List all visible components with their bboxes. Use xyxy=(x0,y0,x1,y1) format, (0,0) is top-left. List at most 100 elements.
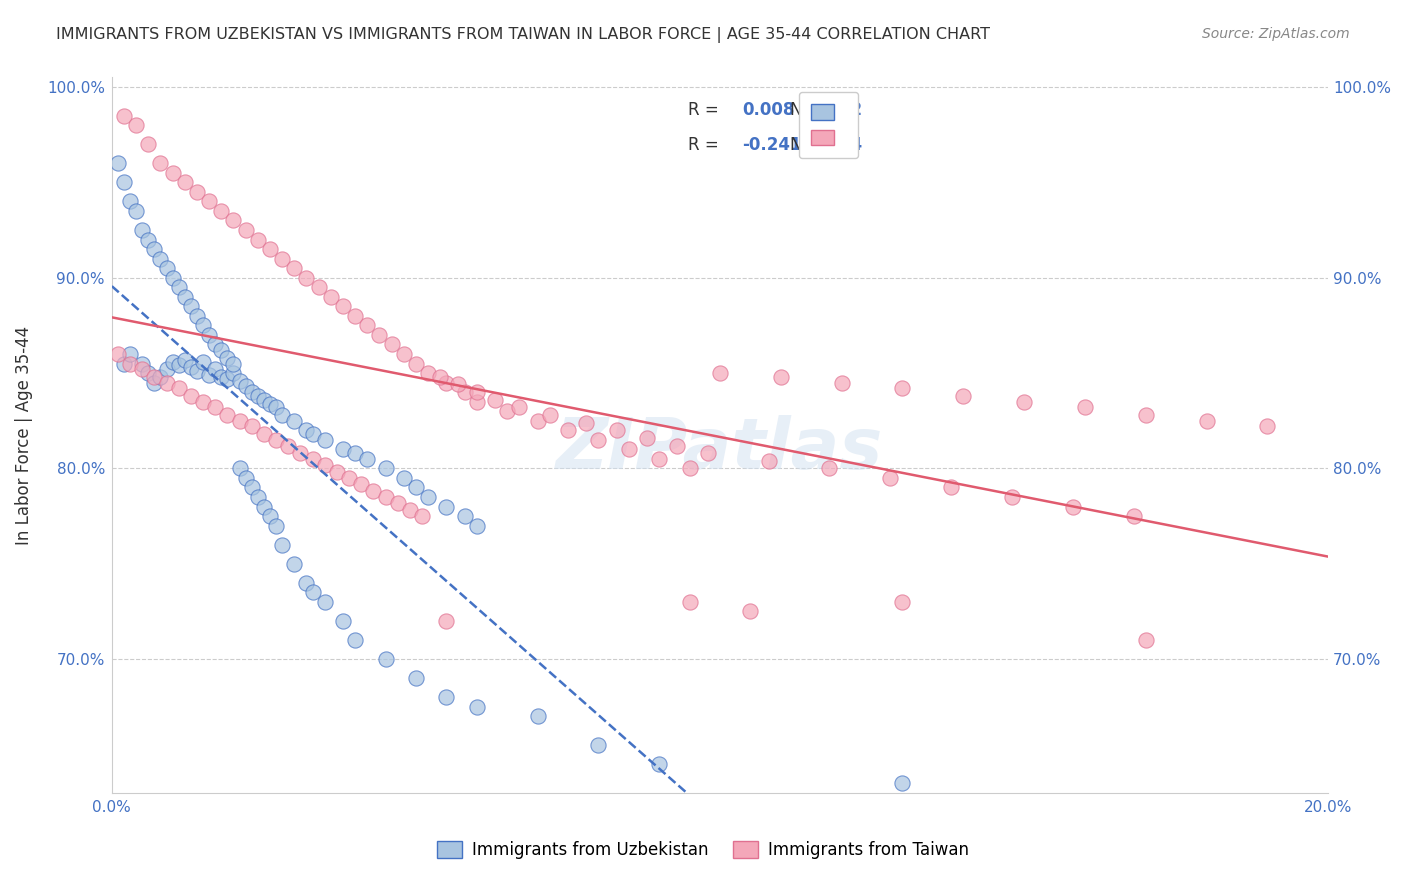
Point xyxy=(769,369,792,384)
Point xyxy=(1012,394,1035,409)
Text: 94: 94 xyxy=(839,136,862,154)
Point xyxy=(434,500,457,514)
Point xyxy=(271,252,294,266)
Point xyxy=(356,318,378,333)
Point xyxy=(588,433,610,447)
Point xyxy=(411,509,433,524)
Point xyxy=(387,496,409,510)
Point xyxy=(240,480,263,494)
Point xyxy=(301,451,323,466)
Point xyxy=(465,394,488,409)
Point xyxy=(538,408,561,422)
Point xyxy=(1074,401,1097,415)
Point xyxy=(228,374,250,388)
Point xyxy=(434,614,457,628)
Point xyxy=(173,290,195,304)
Point xyxy=(453,385,475,400)
Point xyxy=(344,633,367,648)
Point xyxy=(314,458,336,472)
Point xyxy=(283,261,305,276)
Point xyxy=(405,671,427,685)
Point xyxy=(1135,633,1157,648)
Point xyxy=(831,376,853,390)
Point xyxy=(228,414,250,428)
Point xyxy=(465,518,488,533)
Point xyxy=(337,471,360,485)
Point xyxy=(180,299,202,313)
Point xyxy=(447,377,470,392)
Text: 0.008: 0.008 xyxy=(742,101,794,119)
Point xyxy=(696,446,718,460)
Point xyxy=(112,109,135,123)
Point xyxy=(253,392,276,407)
Point xyxy=(240,385,263,400)
Text: 82: 82 xyxy=(839,101,862,119)
Point xyxy=(344,309,367,323)
Point xyxy=(155,376,177,390)
Point xyxy=(588,738,610,752)
Point xyxy=(356,451,378,466)
Point xyxy=(301,585,323,599)
Point xyxy=(143,242,166,256)
Point xyxy=(131,223,153,237)
Point xyxy=(648,757,671,772)
Point xyxy=(952,389,974,403)
Point xyxy=(259,509,281,524)
Point xyxy=(259,242,281,256)
Point xyxy=(264,518,287,533)
Point xyxy=(434,376,457,390)
Point xyxy=(434,690,457,705)
Point xyxy=(283,557,305,571)
Point xyxy=(508,401,530,415)
Point xyxy=(295,423,318,437)
Point xyxy=(259,396,281,410)
Point xyxy=(295,575,318,590)
Point xyxy=(392,471,415,485)
Point xyxy=(246,233,269,247)
Point xyxy=(301,427,323,442)
Point xyxy=(332,299,354,313)
Point xyxy=(1195,414,1218,428)
Point xyxy=(526,709,548,723)
Point xyxy=(818,461,841,475)
Point xyxy=(191,318,214,333)
Point xyxy=(264,401,287,415)
Point xyxy=(374,461,396,475)
Legend: Immigrants from Uzbekistan, Immigrants from Taiwan: Immigrants from Uzbekistan, Immigrants f… xyxy=(430,834,976,866)
Point xyxy=(1135,408,1157,422)
Point xyxy=(1122,509,1144,524)
Point xyxy=(606,423,628,437)
Point xyxy=(332,614,354,628)
Point xyxy=(891,381,914,395)
Point xyxy=(368,327,391,342)
Point xyxy=(222,213,245,227)
Point xyxy=(575,416,598,430)
Y-axis label: In Labor Force | Age 35-44: In Labor Force | Age 35-44 xyxy=(15,326,32,545)
Point xyxy=(314,595,336,609)
Point xyxy=(381,337,404,351)
Point xyxy=(107,347,129,361)
Point xyxy=(155,261,177,276)
Point xyxy=(1001,490,1024,504)
Point xyxy=(235,471,257,485)
Point xyxy=(162,270,184,285)
Point xyxy=(167,280,190,294)
Point xyxy=(107,156,129,170)
Point xyxy=(246,389,269,403)
Point xyxy=(217,408,239,422)
Point xyxy=(283,414,305,428)
Point xyxy=(758,454,780,468)
Point xyxy=(186,309,208,323)
Point xyxy=(666,438,689,452)
Point xyxy=(162,166,184,180)
Point xyxy=(271,408,294,422)
Point xyxy=(198,327,221,342)
Point xyxy=(204,337,226,351)
Point xyxy=(416,366,439,380)
Point xyxy=(879,471,901,485)
Point xyxy=(222,357,245,371)
Point xyxy=(398,503,420,517)
Point xyxy=(332,442,354,457)
Point xyxy=(416,490,439,504)
Point xyxy=(277,438,299,452)
